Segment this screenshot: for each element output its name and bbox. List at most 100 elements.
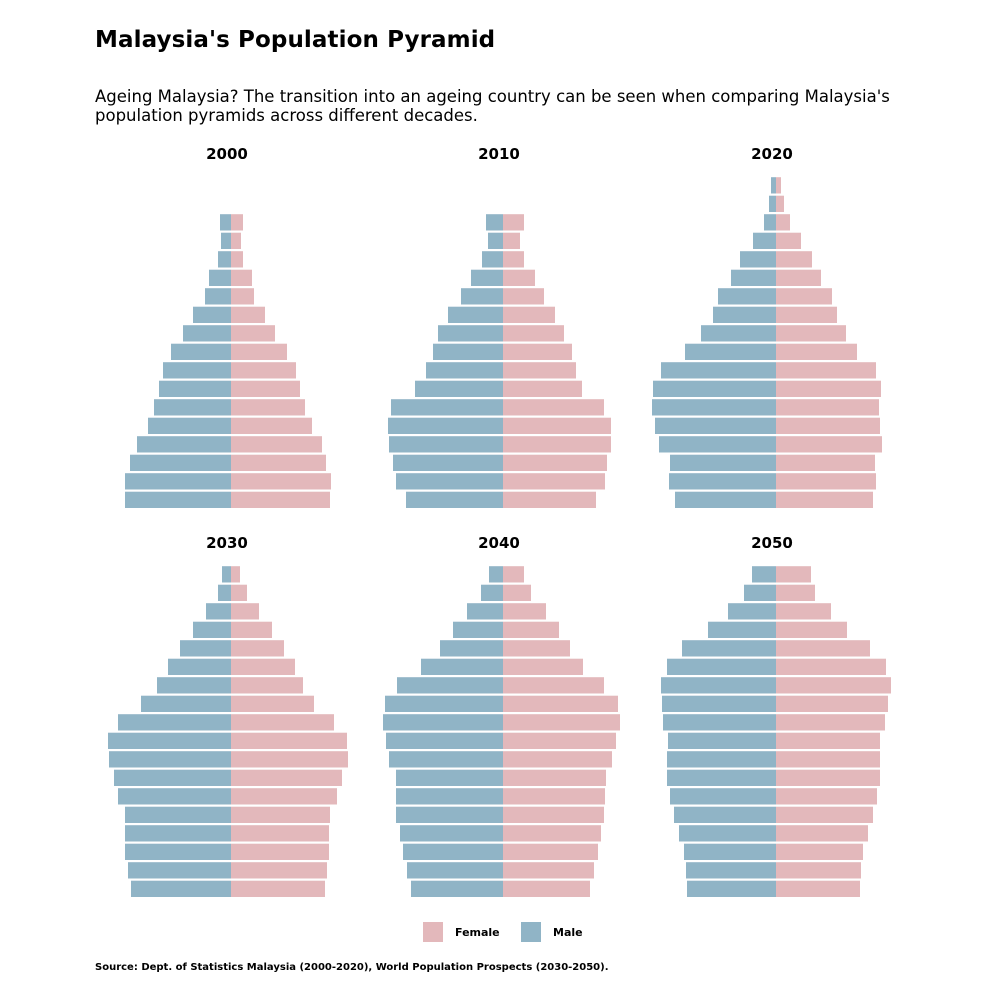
bar-male — [407, 862, 503, 879]
bar-male — [438, 325, 503, 342]
bar-male — [154, 399, 231, 416]
bar-male — [421, 658, 503, 675]
bar-female — [503, 640, 570, 657]
bar-female — [231, 473, 331, 490]
bar-male — [383, 714, 503, 731]
bar-female — [503, 417, 611, 434]
bar-male — [471, 269, 503, 286]
bar-female — [503, 436, 611, 453]
bar-male — [386, 732, 503, 749]
bar-male — [218, 251, 231, 268]
bar-female — [776, 825, 868, 842]
bar-male — [218, 584, 231, 601]
bar-female — [503, 473, 605, 490]
bar-female — [776, 880, 860, 897]
bar-female — [231, 343, 287, 360]
bar-male — [448, 306, 503, 323]
bar-male — [433, 343, 503, 360]
bar-female — [503, 732, 616, 749]
bar-male — [488, 232, 503, 249]
bar-male — [731, 269, 776, 286]
bar-male — [168, 658, 231, 675]
panel-year-label: 2000 — [206, 145, 248, 163]
panel-year-label: 2050 — [751, 534, 793, 552]
bar-male — [685, 343, 776, 360]
bar-female — [231, 306, 265, 323]
bar-male — [389, 436, 503, 453]
bar-female — [503, 269, 535, 286]
bar-female — [776, 362, 876, 379]
bar-female — [231, 232, 241, 249]
bar-female — [503, 399, 604, 416]
bar-female — [776, 714, 885, 731]
bar-male — [396, 806, 503, 823]
pyramid-2010-svg — [388, 214, 611, 508]
bar-female — [231, 566, 240, 583]
bar-female — [503, 325, 564, 342]
bar-male — [220, 214, 231, 231]
bar-female — [776, 195, 784, 212]
bar-female — [231, 677, 303, 694]
bar-male — [453, 621, 503, 638]
bar-female — [503, 751, 612, 768]
bar-male — [753, 232, 776, 249]
bar-male — [125, 473, 231, 490]
bar-female — [231, 843, 329, 860]
bar-male — [148, 417, 231, 434]
bar-male — [440, 640, 503, 657]
bar-male — [411, 880, 503, 897]
chart-subtitle: Ageing Malaysia? The transition into an … — [95, 87, 890, 125]
bar-female — [776, 788, 877, 805]
legend-label-male: Male — [553, 925, 583, 939]
bar-female — [503, 695, 618, 712]
bar-female — [231, 603, 259, 620]
bar-male — [180, 640, 231, 657]
bar-male — [701, 325, 776, 342]
bar-female — [776, 436, 882, 453]
bar-female — [231, 769, 342, 786]
bar-female — [503, 714, 620, 731]
bar-male — [206, 603, 231, 620]
pyramid-2040-svg — [383, 566, 620, 897]
bar-male — [400, 825, 503, 842]
bar-male — [396, 473, 503, 490]
pyramid-panel-2000: 2000 — [77, 145, 377, 508]
bar-male — [713, 306, 776, 323]
bar-male — [675, 491, 776, 508]
bar-male — [718, 288, 776, 305]
bar-male — [125, 843, 231, 860]
bar-male — [396, 788, 503, 805]
bar-male — [679, 825, 776, 842]
bar-male — [674, 806, 776, 823]
bar-male — [663, 714, 776, 731]
bar-female — [231, 584, 247, 601]
bar-male — [684, 843, 776, 860]
bar-male — [728, 603, 776, 620]
pyramid-2020-svg — [652, 177, 882, 508]
bar-male — [661, 677, 776, 694]
bar-male — [391, 399, 503, 416]
bar-female — [776, 214, 790, 231]
legend-swatch-female — [423, 922, 443, 942]
bar-male — [771, 177, 776, 194]
bar-female — [503, 769, 606, 786]
bar-female — [503, 306, 555, 323]
bar-female — [776, 640, 870, 657]
bar-female — [503, 380, 582, 397]
bar-female — [776, 399, 879, 416]
bar-female — [503, 251, 524, 268]
chart-title: Malaysia's Population Pyramid — [95, 27, 496, 53]
bar-female — [776, 473, 876, 490]
bar-male — [131, 880, 231, 897]
bar-female — [231, 640, 284, 657]
bar-male — [403, 843, 503, 860]
bar-male — [686, 862, 776, 879]
bar-male — [171, 343, 231, 360]
panel-year-label: 2020 — [751, 145, 793, 163]
bar-male — [389, 751, 503, 768]
bar-male — [653, 380, 776, 397]
bar-female — [231, 658, 295, 675]
bar-female — [503, 232, 520, 249]
bar-male — [687, 880, 776, 897]
bar-male — [125, 806, 231, 823]
